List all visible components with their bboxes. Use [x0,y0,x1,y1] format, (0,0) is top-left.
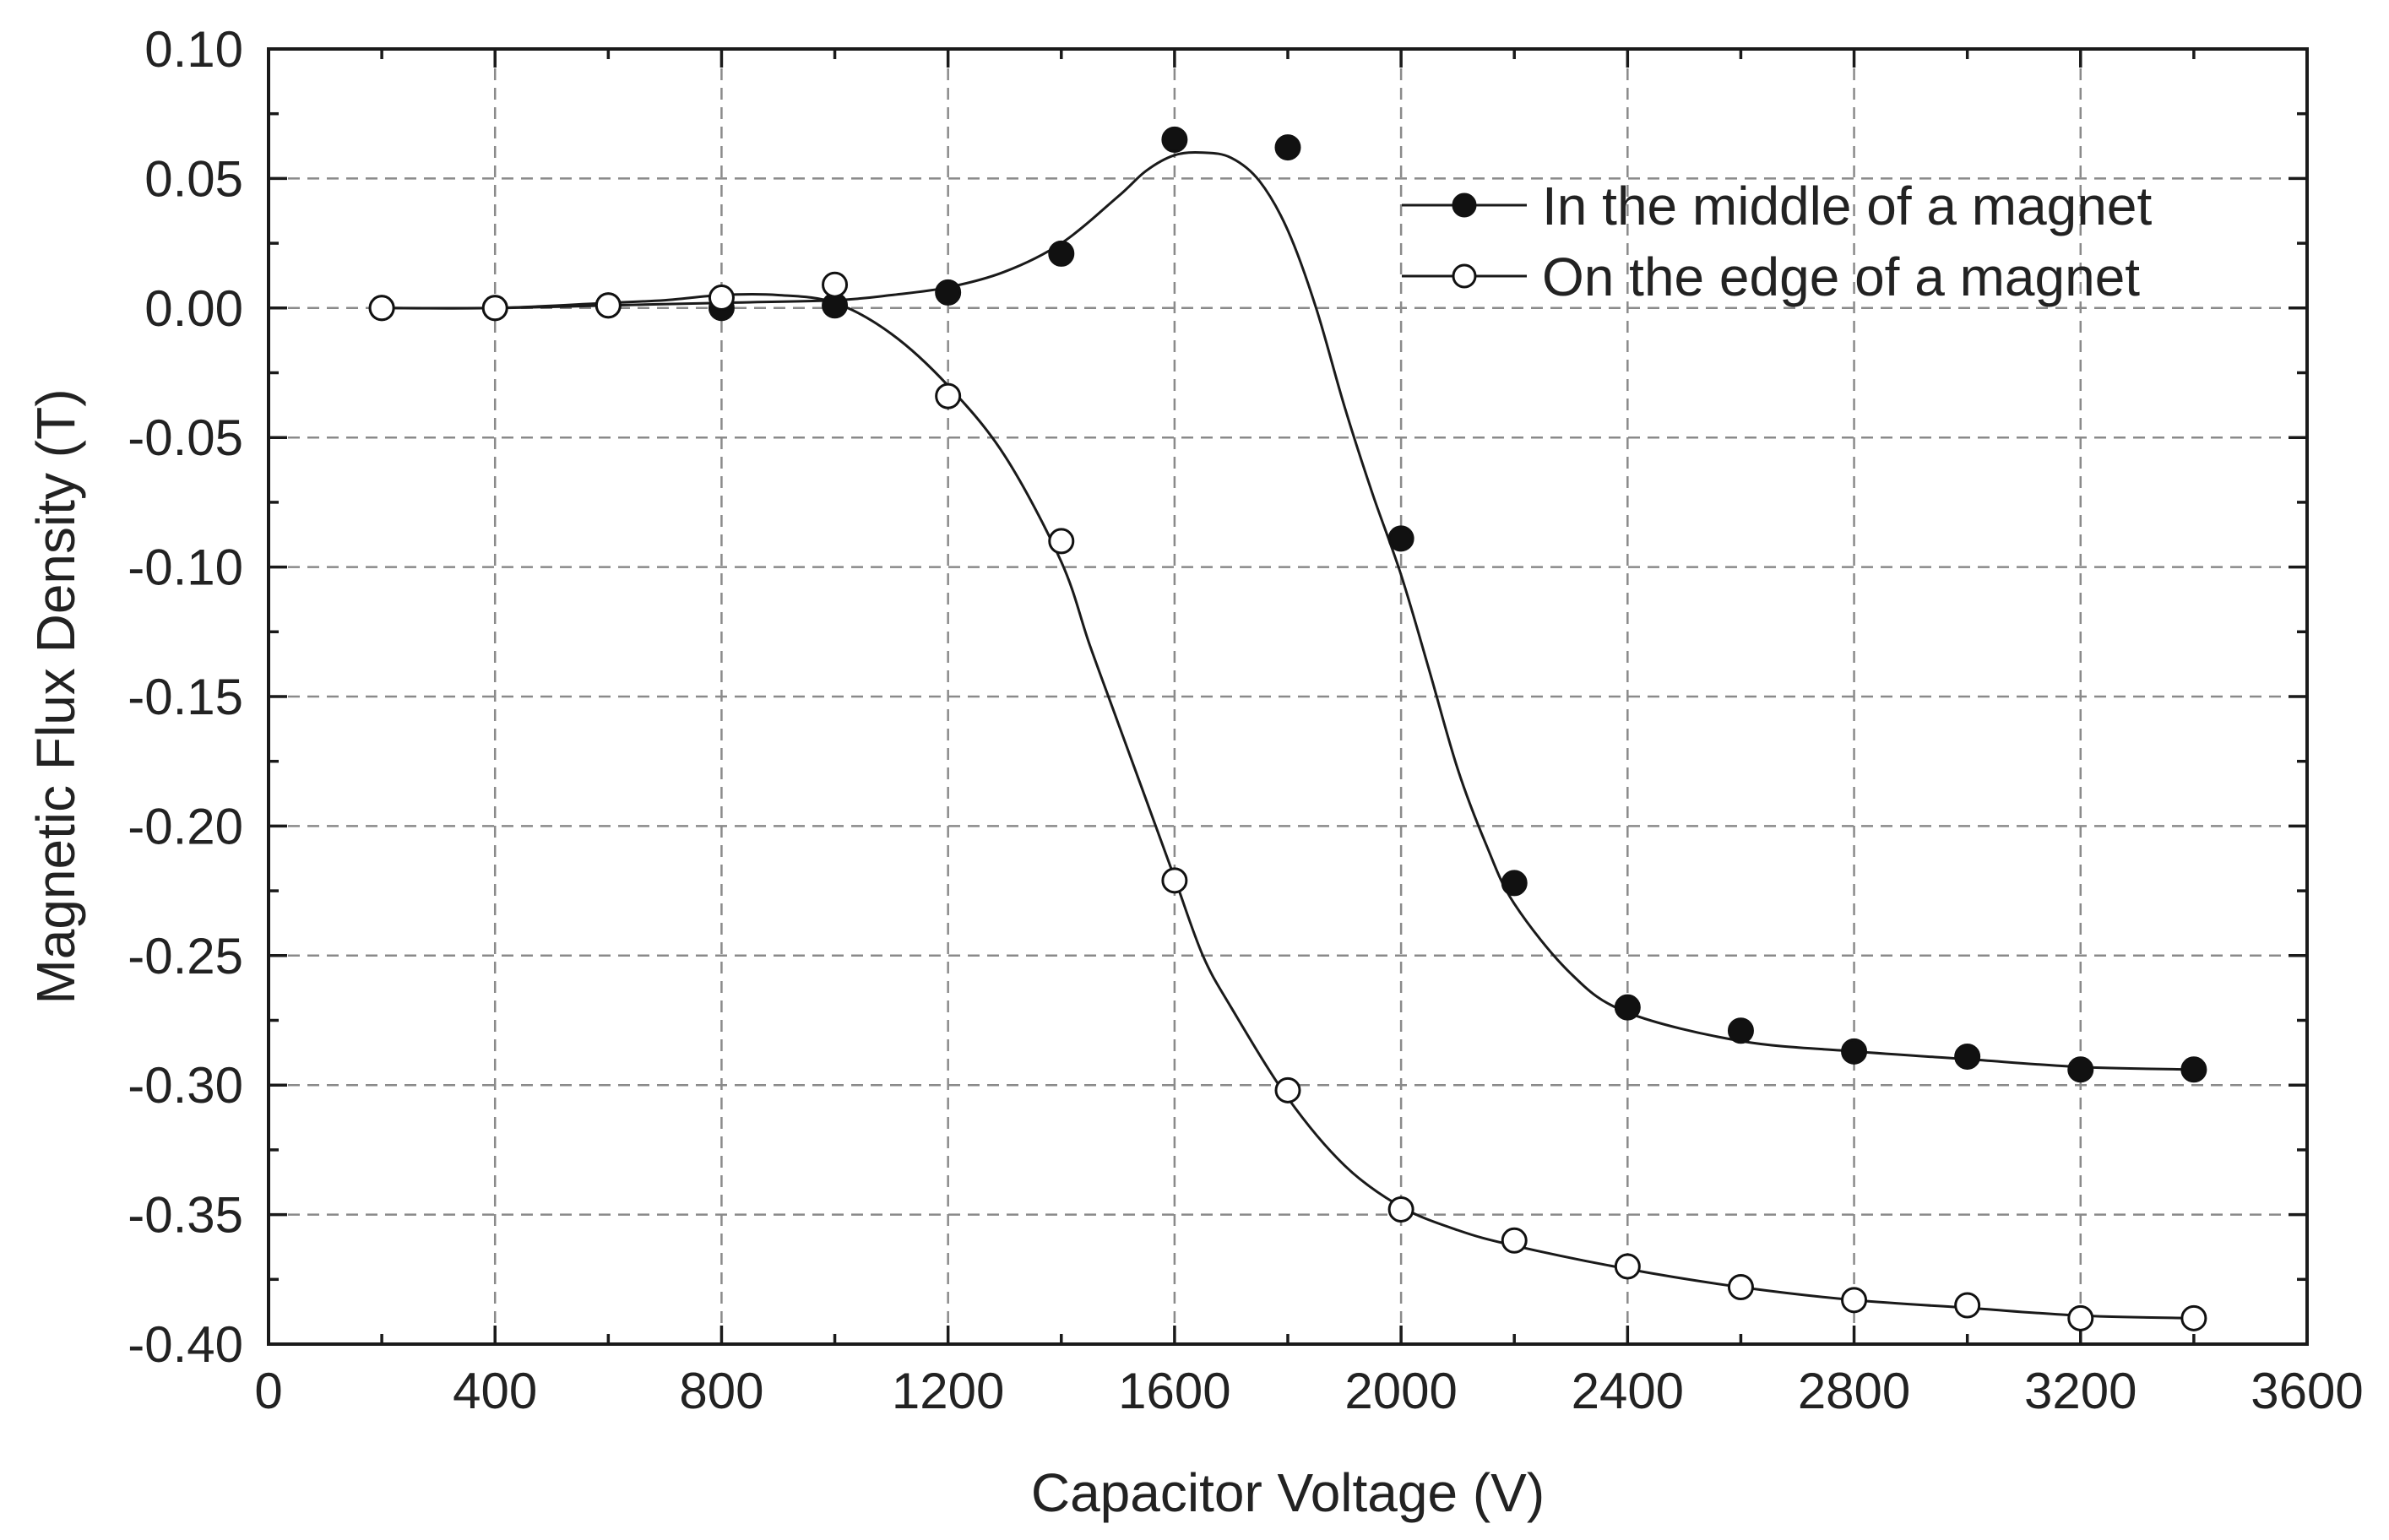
legend: In the middle of a magnet On the edge of… [1402,176,2152,307]
y-axis-title: Magnetic Flux Density (T) [25,388,86,1004]
data-point-series-1 [1727,1274,1754,1301]
x-tick-label: 2000 [1344,1363,1457,1419]
x-tick-label: 2800 [1798,1363,1910,1419]
y-tick-label: 0.05 [144,150,243,207]
data-point-series-0 [1048,240,1075,267]
data-point-series-0 [1501,870,1528,897]
data-point-series-0 [1727,1017,1754,1044]
data-point-series-1 [822,271,849,298]
legend-marker-edge [1452,263,1477,289]
x-axis-title: Capacitor Voltage (V) [1031,1462,1545,1523]
data-point-series-0 [1614,994,1641,1021]
legend-label-edge: On the edge of a magnet [1542,247,2140,307]
x-tick-label: 3200 [2024,1363,2137,1419]
x-tick-label: 3600 [2251,1363,2363,1419]
y-tick-label: -0.05 [128,409,243,466]
data-point-series-1 [595,292,622,319]
y-tick-labels: 0.10 0.05 0.00 -0.05 -0.10 -0.15 -0.20 -0.25 -0.… [128,21,243,1373]
data-point-series-0 [935,279,962,306]
data-point-series-0 [1954,1043,1981,1070]
x-tick-label: 400 [453,1363,537,1419]
data-points [368,126,2207,1331]
x-tick-label: 0 [254,1363,282,1419]
y-tick-label: -0.40 [128,1316,243,1373]
data-point-series-1 [2067,1304,2094,1331]
y-tick-label: -0.30 [128,1057,243,1114]
x-tick-label: 800 [679,1363,763,1419]
data-point-series-0 [1841,1038,1868,1065]
data-point-series-1 [1841,1287,1868,1314]
data-point-series-1 [1048,528,1075,555]
y-tick-label: -0.10 [128,540,243,596]
data-point-series-0 [2067,1056,2094,1083]
fit-curve-series-0 [382,150,2194,1071]
data-point-series-1 [708,285,735,312]
data-point-series-1 [935,382,962,409]
data-point-series-1 [1387,1196,1414,1223]
y-tick-label: 0.10 [144,21,243,78]
data-point-series-1 [1614,1253,1641,1280]
data-point-series-1 [2180,1304,2207,1331]
data-point-series-0 [1161,126,1188,153]
x-tick-label: 1200 [892,1363,1004,1419]
data-point-series-1 [1274,1076,1301,1103]
y-tick-label: -0.20 [128,798,243,854]
data-point-series-1 [368,295,395,322]
data-point-series-1 [481,295,508,322]
data-point-series-1 [1954,1292,1981,1319]
legend-label-middle: In the middle of a magnet [1542,176,2152,236]
data-point-series-0 [1274,134,1301,161]
gridlines [269,49,2307,1344]
x-tick-labels: 0 400 800 1200 1600 2000 2400 2800 3200 3600 [254,1363,2363,1419]
y-tick-label: -0.35 [128,1187,243,1244]
x-tick-label: 1600 [1118,1363,1230,1419]
data-point-series-0 [1387,525,1414,552]
legend-marker-middle [1452,192,1477,218]
data-point-series-1 [1501,1227,1528,1254]
plot-frame [267,47,2309,1346]
y-tick-label: -0.25 [128,928,243,984]
y-tick-label: -0.15 [128,669,243,725]
data-point-series-1 [1161,867,1188,894]
x-tick-label: 2400 [1572,1363,1684,1419]
data-point-series-0 [2180,1056,2207,1083]
y-tick-label: 0.00 [144,280,243,337]
